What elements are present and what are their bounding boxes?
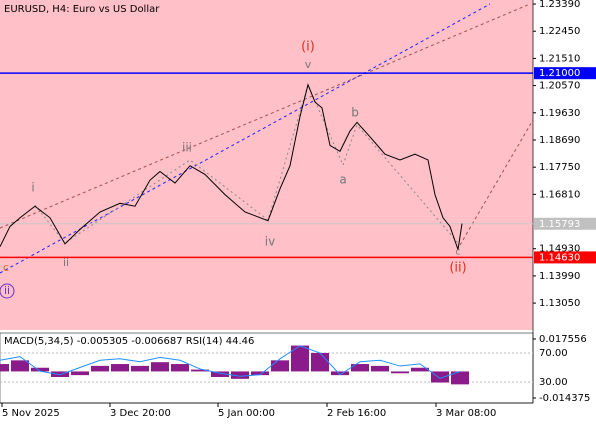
y-tick-label: 1.19630 [539, 108, 580, 119]
macd-bar [311, 352, 329, 372]
y-tick-label: 1.13050 [539, 298, 580, 309]
wave-label: ii [4, 284, 10, 297]
wave-label: v [305, 58, 312, 71]
macd-bar [411, 367, 429, 372]
y-tick-label: 1.21510 [539, 53, 580, 64]
macd-bar [171, 364, 189, 372]
wave-line [34, 83, 459, 244]
wave-label: a [339, 173, 346, 187]
y-tick-label: 1.22450 [539, 26, 580, 37]
chart-title: EURUSD, H4: Euro vs US Dollar [4, 4, 160, 15]
macd-bar [371, 365, 389, 372]
y-tick-label: 1.23390 [539, 0, 580, 10]
macd-bar [191, 369, 209, 372]
macd-bar [351, 364, 369, 372]
main-pane [0, 0, 533, 330]
x-tick-label: 3 Dec 20:00 [110, 408, 171, 419]
wave-label: c [3, 261, 9, 274]
indicator-pane [0, 332, 534, 404]
y-tick-label: 0.017556 [539, 334, 587, 345]
macd-bar [31, 367, 49, 372]
macd-bar [451, 371, 469, 385]
y-tick-label: 1.20570 [539, 81, 580, 92]
wave-label: b [351, 106, 359, 120]
y-tick-label: 1.17750 [539, 162, 580, 173]
y-tick-label: 1.16810 [539, 189, 580, 200]
macd-bar [271, 360, 289, 372]
macd-bar [111, 364, 129, 372]
level-tag [534, 67, 596, 80]
macd-bar [291, 345, 309, 372]
wave-label: i [31, 181, 34, 195]
wave-label: c [456, 248, 461, 258]
macd-bar [391, 371, 409, 374]
x-tick-label: 5 Jan 00:00 [218, 408, 275, 419]
x-tick-label: 3 Mar 08:00 [436, 408, 496, 419]
macd-bar [71, 371, 89, 376]
y-tick-label: -0.014375 [539, 393, 590, 404]
y-tick-label: 1.13990 [539, 271, 580, 282]
level-tag [534, 251, 596, 264]
macd-bar [0, 364, 9, 372]
wave-label: (ii) [449, 261, 466, 276]
indicator-title: MACD(5,34,5) -0.005305 -0.006687 RSI(14)… [4, 336, 254, 347]
price-line [0, 345, 461, 379]
wave-label: ii [63, 256, 69, 269]
macd-bar [231, 371, 249, 379]
level-label: 1.14630 [539, 252, 580, 263]
macd-bar [431, 371, 449, 383]
price-line [0, 83, 463, 250]
macd-bar [251, 371, 269, 376]
macd-bar [11, 360, 29, 372]
level-label: 1.21000 [539, 68, 580, 79]
price-tag [534, 217, 596, 230]
macd-bar [211, 371, 229, 377]
y2-tick-label: 30.00 [539, 377, 568, 388]
macd-bar [91, 365, 109, 372]
x-tick-label: 2 Feb 16:00 [327, 408, 386, 419]
y-tick-label: 1.14930 [539, 244, 580, 255]
current-price-label: 1.15793 [539, 219, 580, 230]
y-tick-label: 1.18690 [539, 135, 580, 146]
y2-tick-label: 70.00 [539, 348, 568, 359]
wave-label: iii [182, 141, 192, 155]
macd-bar [131, 365, 149, 372]
wave-label: (i) [301, 40, 315, 55]
x-tick-label: 5 Nov 2025 [2, 408, 60, 419]
macd-bar [151, 362, 169, 372]
wave-label: iv [265, 235, 275, 249]
macd-bar [331, 371, 349, 376]
wave-circle [0, 283, 15, 299]
